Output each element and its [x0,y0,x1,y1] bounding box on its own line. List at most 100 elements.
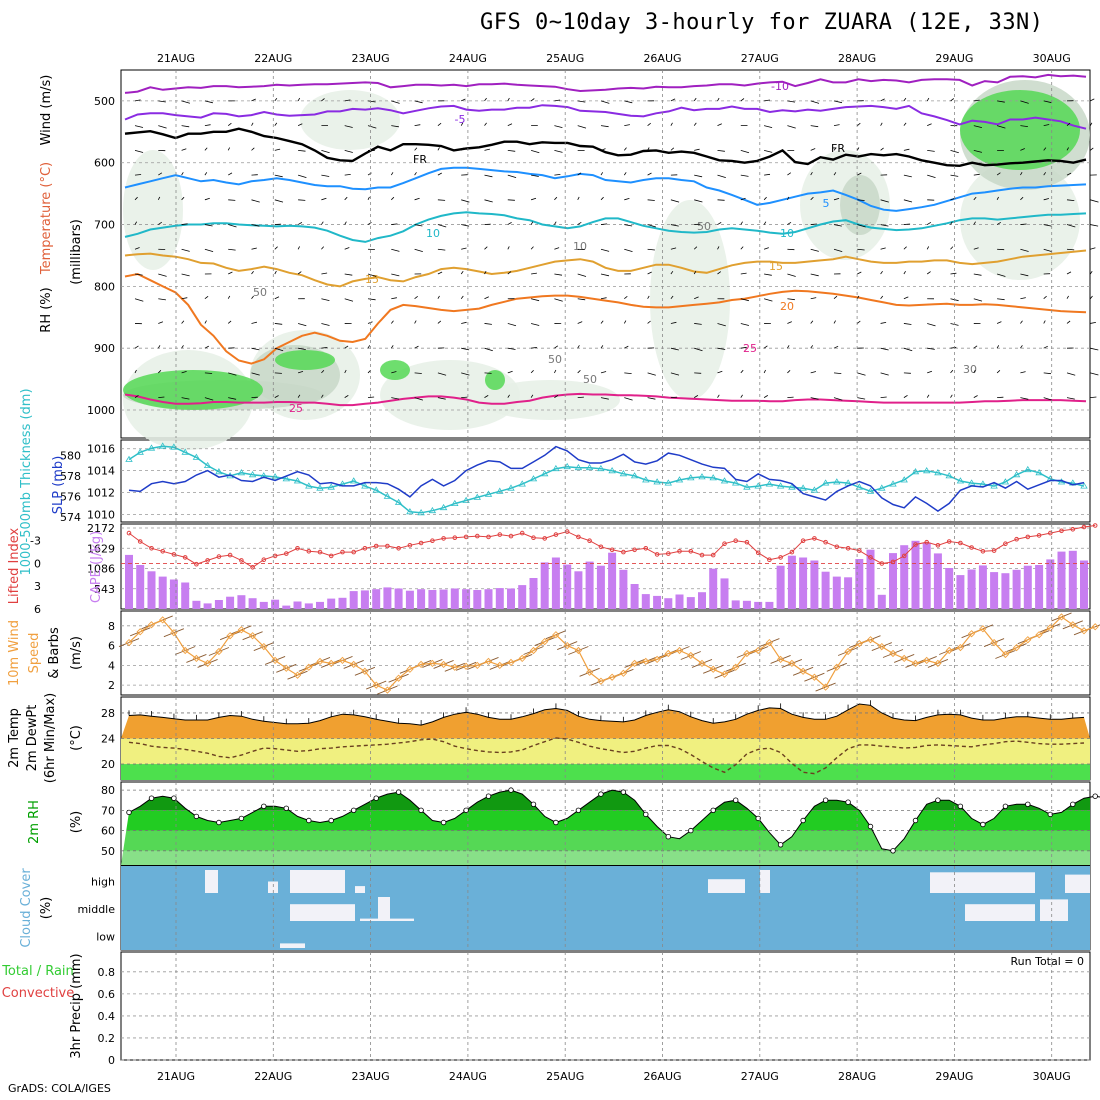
wind-barb [973,173,980,176]
ylabel-wind10-a: 10m Wind [7,620,22,686]
wind-barb [624,248,633,252]
cape-tick: 543 [94,583,115,596]
wind-barb [1020,320,1023,324]
wind10-marker [1046,624,1054,632]
cape-bar [518,585,527,609]
cape-bar [709,568,718,609]
thickness-marker [451,499,459,506]
thickness-marker [540,470,549,477]
wind-barb [251,347,260,351]
wind10-marker [934,659,942,668]
thickness-marker [136,448,144,455]
cloud-patch-high [1065,874,1090,893]
wind-barb [554,99,561,102]
cape-bar [158,576,167,609]
lifted-index-point [452,535,458,541]
wind-barb [251,199,260,203]
wind10-marker [496,661,504,670]
thickness-marker [192,453,201,460]
ylabel-temp2m-c: (6hr Min/Max) [43,693,58,783]
wind10-marker [923,656,931,665]
wind-barb [1066,320,1071,324]
precip-tick: 0.6 [98,988,116,1001]
cape-bar [855,559,864,609]
lifted-index-point [755,550,761,556]
wind-barb [251,321,257,324]
wind10-marker [799,667,807,675]
wind-barb [158,100,166,103]
wind10-marker [653,655,661,664]
cloud-patch-high [355,886,365,893]
lifted-index-point [519,530,525,536]
wind10-marker [1080,627,1088,635]
thickness-marker [1080,482,1088,489]
precip-tick: 0.8 [98,966,116,979]
lifted-index-point [126,530,132,536]
wind-barb [460,295,464,299]
wind-barb [973,221,976,225]
wind-barb [530,370,534,374]
thickness-marker [799,484,807,491]
wind-barb [321,394,324,398]
wind-barb [390,320,394,324]
wind-barb [251,247,257,250]
cape-bar [776,565,785,609]
wind-barb [344,196,348,201]
wind-barb [1043,320,1046,324]
rh-point [553,819,559,826]
thickness-marker [866,487,875,494]
wind-barb [973,99,980,102]
wind-barb [157,196,161,201]
wind-barb [670,321,677,324]
cape-bar [450,588,459,609]
lifted-index-point [160,549,165,554]
pressure-tick: 600 [94,157,115,170]
wind10-marker [226,632,234,640]
thickness-marker [743,483,751,490]
precip-tick: 0 [108,1054,115,1067]
thickness-marker [900,476,908,483]
rh-point [643,811,649,818]
panel-frame-wind [120,69,1091,439]
wind-barb [391,297,397,300]
rh-patch [960,90,1080,170]
wind-barb [367,100,376,103]
wind-barb [1020,297,1026,300]
wind-barb [158,221,163,225]
cloud-level-label: high [91,876,115,889]
wind-barb [717,222,722,225]
cape-bar [563,564,572,609]
wind-barb [740,323,749,326]
cape-bar [911,540,920,609]
rh-point [485,793,492,799]
wind-barb [367,196,370,201]
wind-barb [810,223,817,225]
wind-barb [950,272,957,275]
thickness-marker [630,472,639,479]
wind-barb [1043,198,1049,201]
cape-bar [473,590,482,609]
date-label-top: 25AUG [546,52,584,65]
thickness-marker [934,469,942,476]
lifted-index-point [373,543,379,549]
lifted-index-point [834,544,840,550]
wind10-marker [990,638,998,647]
dewpoint-line [128,737,1085,775]
wind-barb [927,174,936,178]
thickness-marker [394,498,403,505]
wind-barb [437,172,442,176]
thickness-marker [428,506,437,514]
cape-bar [731,600,740,609]
cape-bar [866,549,875,609]
lifted-index-point [879,561,885,566]
wind-barb [1043,295,1047,300]
cape-bar [832,576,841,609]
wind10-marker [338,656,347,665]
cloud-patch-middle [1040,899,1068,921]
rh-point [620,789,627,795]
lifted-index-point [194,561,199,567]
wind-barb [158,396,165,399]
wind-barb [787,172,792,176]
rh-point [957,803,964,809]
wind-barb [228,199,236,201]
